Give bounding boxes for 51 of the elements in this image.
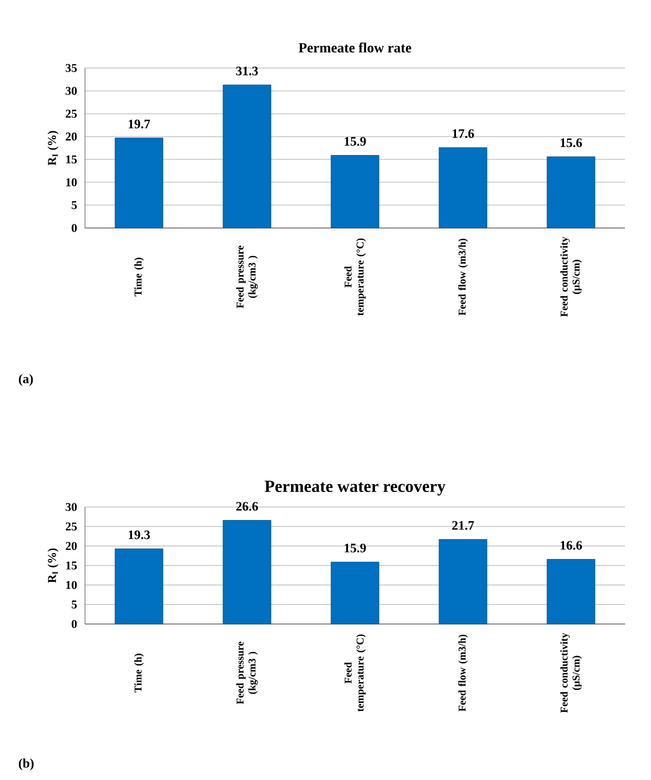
data-label: 15.9 (344, 544, 366, 552)
y-tick-label: 20 (66, 542, 77, 550)
data-label: 17.6 (452, 129, 474, 138)
bar (114, 138, 164, 228)
y-tick-label: 0 (72, 224, 77, 232)
bar (114, 548, 164, 624)
y-tick-label: 25 (66, 522, 77, 531)
bar (222, 84, 272, 228)
x-tick-label: Feed pressure (kg/cm3 ) (236, 642, 258, 704)
y-tick-label: 20 (66, 132, 77, 141)
x-tick-label: Feed conductivity (µS/cm) (560, 236, 582, 317)
data-label: 19.7 (128, 120, 150, 128)
bar (330, 562, 380, 624)
x-tick-label: Feed pressure (kg/cm3 ) (236, 246, 258, 308)
bar (222, 520, 272, 624)
y-tick-label: 35 (66, 64, 77, 72)
x-tick-label: Feed temperature (°C) (344, 238, 366, 316)
data-label: 19.3 (128, 530, 150, 540)
x-tick-label: Feed flow (m3/h) (458, 634, 468, 712)
x-tick-label: Time (h) (134, 258, 144, 296)
bar (546, 156, 596, 228)
chart-title: Permeate flow rate (298, 42, 412, 53)
x-tick-label: Feed conductivity (µS/cm) (560, 632, 582, 713)
y-tick-label: 5 (72, 201, 77, 210)
y-tick-label: 30 (66, 86, 77, 95)
y-tick-label: 15 (66, 155, 77, 164)
chart-title: Permeate water recovery (264, 480, 446, 496)
y-tick-label: 0 (72, 620, 77, 628)
data-label: 16.6 (560, 540, 582, 550)
y-tick-label: 5 (72, 600, 77, 608)
text: (b) (18, 758, 34, 770)
y-tick-label: 15 (66, 562, 77, 570)
data-label: 15.9 (344, 137, 366, 146)
y-tick-label: 10 (66, 178, 77, 186)
x-tick-label: Feed flow (m3/h) (458, 238, 468, 316)
x-tick-label: Feed temperature (°C) (344, 634, 366, 712)
data-label: 26.6 (236, 502, 258, 511)
y-axis-title: R$_{I}$ (%) (48, 130, 58, 166)
y-tick-label: 30 (66, 502, 77, 512)
x-tick-label: Time (h) (134, 654, 144, 692)
data-label: 31.3 (236, 66, 258, 76)
bar (330, 155, 380, 228)
y-tick-label: 25 (66, 110, 77, 118)
y-tick-label: 10 (66, 580, 77, 590)
bar (438, 147, 488, 228)
text: (a) (18, 374, 33, 386)
bar (546, 559, 596, 624)
data-label: 15.6 (560, 138, 582, 148)
bar (438, 539, 488, 624)
data-label: 21.7 (452, 521, 474, 530)
y-axis-title: R$_{I}$ (%) (48, 548, 58, 583)
